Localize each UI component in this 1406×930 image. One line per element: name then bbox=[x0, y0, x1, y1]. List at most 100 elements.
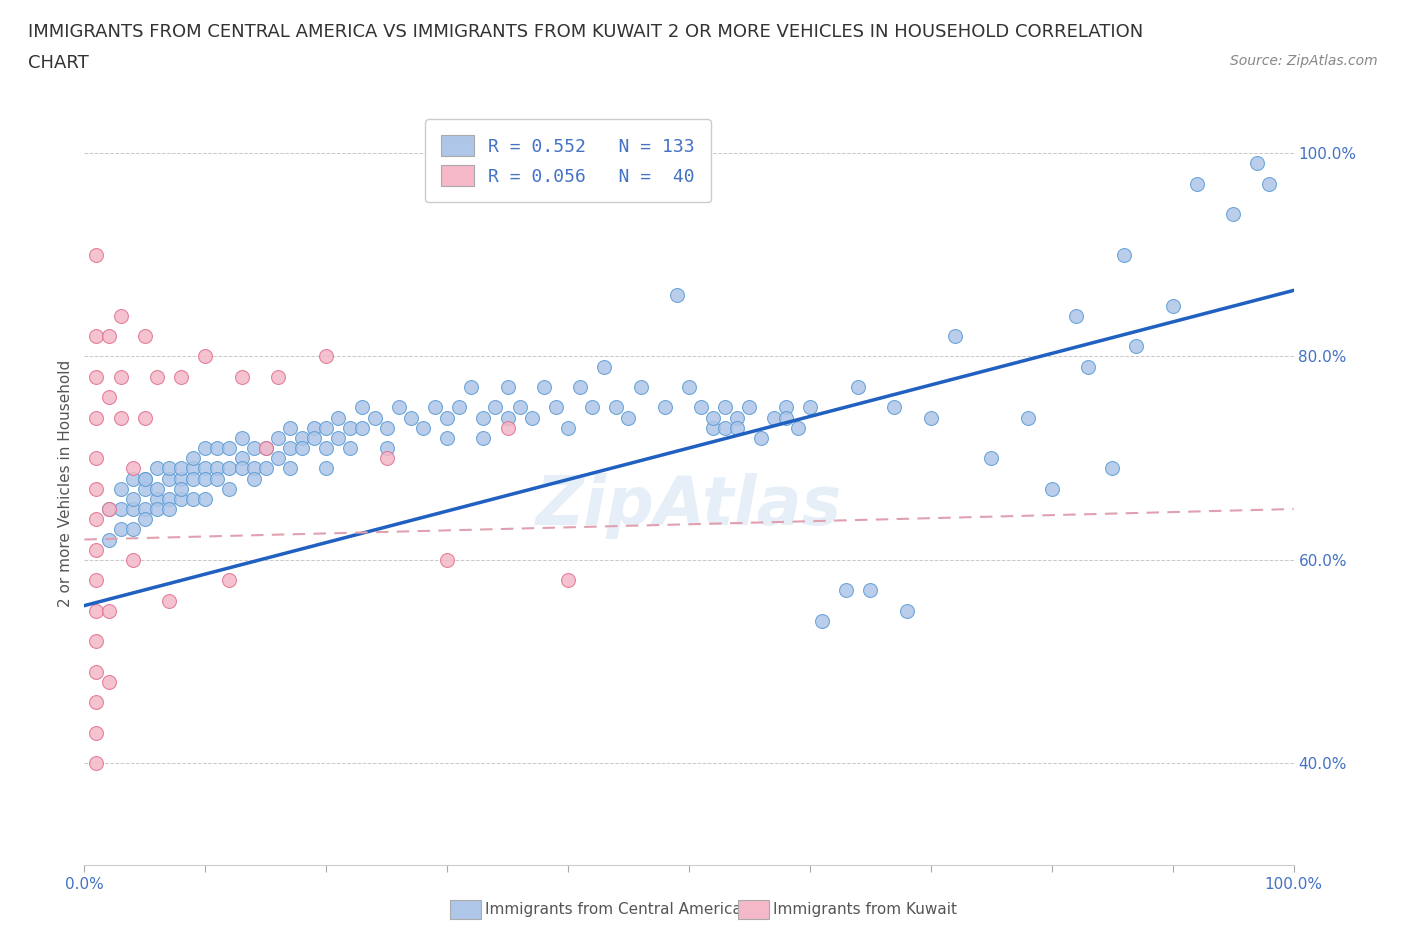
Point bbox=[181, 461, 204, 476]
Point bbox=[231, 461, 253, 476]
Point bbox=[146, 461, 169, 476]
Point bbox=[751, 431, 773, 445]
Point bbox=[859, 583, 882, 598]
Point bbox=[170, 461, 193, 476]
Point bbox=[278, 461, 301, 476]
Legend: R = 0.552   N = 133, R = 0.056   N =  40: R = 0.552 N = 133, R = 0.056 N = 40 bbox=[425, 119, 711, 202]
Point bbox=[242, 441, 264, 456]
Point bbox=[690, 400, 713, 415]
Point bbox=[86, 410, 108, 425]
Point bbox=[97, 328, 120, 343]
Point bbox=[194, 441, 217, 456]
Point bbox=[472, 410, 495, 425]
Point bbox=[328, 431, 350, 445]
Point bbox=[449, 400, 471, 415]
Point bbox=[146, 501, 169, 516]
Point bbox=[194, 349, 217, 364]
Point bbox=[315, 420, 337, 435]
Point bbox=[665, 288, 688, 303]
Point bbox=[315, 441, 337, 456]
Y-axis label: 2 or more Vehicles in Household: 2 or more Vehicles in Household bbox=[58, 360, 73, 607]
Point bbox=[181, 451, 204, 466]
Point bbox=[134, 472, 156, 486]
Point bbox=[484, 400, 506, 415]
Point bbox=[291, 431, 314, 445]
Point bbox=[97, 390, 120, 405]
Point bbox=[86, 695, 108, 710]
Point bbox=[146, 481, 169, 496]
Point bbox=[1040, 481, 1063, 496]
Point bbox=[1017, 410, 1039, 425]
Point bbox=[436, 552, 458, 567]
Point bbox=[302, 420, 325, 435]
Point bbox=[86, 664, 108, 679]
Point bbox=[157, 472, 180, 486]
Point bbox=[134, 472, 156, 486]
Point bbox=[86, 604, 108, 618]
Point bbox=[86, 247, 108, 262]
Point bbox=[714, 420, 737, 435]
Point bbox=[775, 400, 797, 415]
Point bbox=[980, 451, 1002, 466]
Point bbox=[97, 501, 120, 516]
Point bbox=[86, 756, 108, 771]
Point bbox=[254, 461, 277, 476]
Point bbox=[86, 573, 108, 588]
Point bbox=[1077, 359, 1099, 374]
Point bbox=[218, 573, 240, 588]
Point bbox=[134, 410, 156, 425]
Point bbox=[315, 349, 337, 364]
Point bbox=[134, 481, 156, 496]
Point bbox=[520, 410, 543, 425]
Point bbox=[436, 431, 458, 445]
Point bbox=[291, 441, 314, 456]
Point bbox=[242, 461, 264, 476]
Point bbox=[97, 532, 120, 547]
Point bbox=[181, 491, 204, 506]
Point bbox=[134, 512, 156, 526]
Point bbox=[1246, 156, 1268, 171]
Point bbox=[86, 369, 108, 384]
Point bbox=[302, 431, 325, 445]
Point bbox=[121, 472, 143, 486]
Point bbox=[170, 491, 193, 506]
Point bbox=[1161, 299, 1184, 313]
Point bbox=[581, 400, 603, 415]
Text: Immigrants from Kuwait: Immigrants from Kuwait bbox=[773, 902, 957, 917]
Point bbox=[846, 379, 869, 394]
Point bbox=[605, 400, 627, 415]
Point bbox=[218, 481, 240, 496]
Point bbox=[702, 420, 724, 435]
Point bbox=[194, 491, 217, 506]
Text: CHART: CHART bbox=[28, 54, 89, 72]
Point bbox=[121, 461, 143, 476]
Point bbox=[194, 472, 217, 486]
Point bbox=[157, 461, 180, 476]
Point bbox=[654, 400, 676, 415]
Point bbox=[593, 359, 616, 374]
Point bbox=[110, 522, 132, 537]
Point bbox=[630, 379, 652, 394]
Point bbox=[786, 420, 808, 435]
Point bbox=[121, 522, 143, 537]
Point bbox=[617, 410, 640, 425]
Point bbox=[134, 501, 156, 516]
Point bbox=[110, 481, 132, 496]
Point bbox=[181, 472, 204, 486]
Point bbox=[207, 472, 229, 486]
Point bbox=[242, 472, 264, 486]
Point bbox=[86, 725, 108, 740]
Point bbox=[1064, 309, 1087, 324]
Point bbox=[170, 472, 193, 486]
Point bbox=[254, 441, 277, 456]
Point bbox=[86, 328, 108, 343]
Point bbox=[472, 431, 495, 445]
Point bbox=[533, 379, 555, 394]
Point bbox=[121, 491, 143, 506]
Point bbox=[86, 512, 108, 526]
Point bbox=[315, 461, 337, 476]
Point bbox=[544, 400, 567, 415]
Point bbox=[799, 400, 821, 415]
Point bbox=[267, 431, 290, 445]
Point bbox=[375, 441, 398, 456]
